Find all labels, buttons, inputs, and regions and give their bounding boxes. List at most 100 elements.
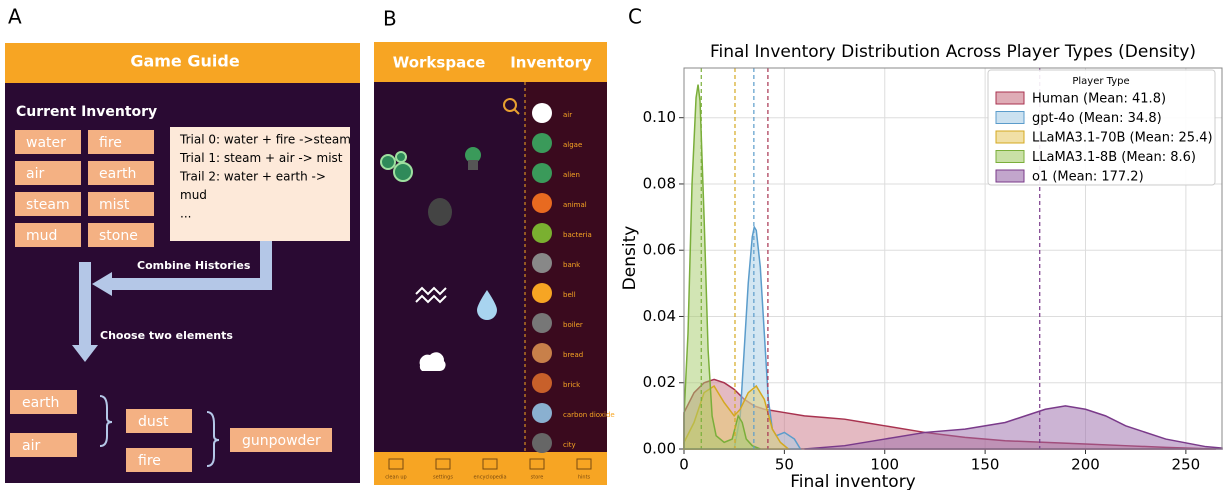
legend-title: Player Type (1072, 76, 1129, 87)
item-label: city (563, 441, 576, 449)
panel-label: C (628, 5, 642, 29)
legend-swatch (995, 150, 1025, 163)
item-icon[interactable] (532, 433, 552, 453)
y-axis-label: Density (620, 226, 640, 291)
item-icon[interactable] (532, 193, 552, 213)
legend (987, 69, 1216, 186)
y-tick-label: 0.08 (643, 174, 676, 192)
legend-label: gpt-4o (Mean: 34.8) (1032, 111, 1162, 126)
item-icon[interactable] (532, 403, 552, 423)
element-icon (468, 160, 478, 170)
legend-swatch (995, 91, 1025, 105)
guide-title: Game Guide (130, 52, 239, 71)
item-label: carbon dioxide (563, 411, 615, 419)
arrow-head (72, 345, 98, 362)
element-icon[interactable] (428, 198, 452, 226)
inventory-label: fire (99, 135, 122, 151)
inventory-item[interactable] (88, 192, 154, 216)
inventory-label: stone (99, 228, 138, 244)
element-icon[interactable] (477, 290, 497, 320)
item-icon[interactable] (532, 253, 552, 273)
search-icon (513, 108, 520, 115)
plot-frame (683, 67, 1223, 450)
element-icon[interactable] (380, 154, 396, 170)
element-icon[interactable] (465, 147, 481, 163)
element-icon[interactable] (419, 352, 446, 371)
legend-label: LLaMA3.1-8B (Mean: 8.6) (1032, 150, 1196, 165)
arrow-label: Combine Histories (137, 259, 251, 272)
x-tick-label: 100 (870, 456, 899, 474)
element-icon (395, 151, 407, 163)
toolbar-icon[interactable] (435, 458, 451, 470)
item-icon[interactable] (532, 133, 552, 153)
inventory-item[interactable] (15, 223, 81, 247)
arrow-label: Choose two elements (100, 329, 233, 342)
element-box (10, 390, 77, 414)
legend-label: Human (Mean: 41.8) (1032, 92, 1166, 107)
item-label: algae (563, 141, 582, 149)
item-label: animal (563, 201, 587, 209)
legend-swatch (995, 130, 1025, 144)
item-icon[interactable] (532, 163, 552, 183)
y-tick-label: 0.00 (643, 440, 676, 458)
inventory-label: earth (99, 166, 136, 182)
element-box (126, 448, 192, 472)
item-label: air (563, 111, 572, 119)
element-icon[interactable] (415, 286, 447, 304)
history-box (170, 127, 350, 241)
item-label: bacteria (563, 231, 592, 239)
history-line: Trail 2: water + earth -> (179, 170, 326, 184)
element-box (10, 433, 77, 457)
inventory-item[interactable] (15, 192, 81, 216)
toolbar-label: encyclopedia (473, 475, 506, 481)
item-label: boiler (563, 321, 583, 329)
inventory-item[interactable] (15, 161, 81, 185)
toolbar-icon[interactable] (388, 458, 404, 470)
x-tick-label: 200 (1071, 456, 1100, 474)
legend-label: LLaMA3.1-70B (Mean: 25.4) (1032, 131, 1213, 146)
toolbar-icon[interactable] (576, 458, 592, 470)
item-icon[interactable] (532, 373, 552, 393)
x-axis-label: Final inventory (790, 472, 916, 490)
item-icon[interactable] (532, 223, 552, 243)
element-icon (393, 162, 413, 182)
inventory-item[interactable] (88, 130, 154, 154)
tab: Workspace (393, 54, 486, 72)
inventory-heading: Current Inventory (16, 104, 157, 120)
y-tick-label: 0.10 (643, 108, 676, 126)
legend-swatch (995, 111, 1025, 124)
item-label: bell (563, 291, 576, 299)
element-label: earth (22, 395, 59, 411)
inventory-label: mist (99, 197, 130, 213)
element-box (126, 409, 192, 433)
search-icon[interactable] (503, 98, 517, 112)
brace (206, 411, 220, 467)
inventory-label: air (26, 166, 44, 182)
y-tick-label: 0.06 (643, 241, 676, 259)
item-label: brick (563, 381, 581, 389)
arrow (110, 240, 272, 290)
inventory-label: steam (26, 197, 70, 213)
inventory-item[interactable] (88, 161, 154, 185)
inventory-item[interactable] (88, 223, 154, 247)
item-icon[interactable] (532, 103, 552, 123)
item-icon[interactable] (532, 313, 552, 333)
panel-label: B (383, 7, 397, 31)
toolbar-icon[interactable] (529, 458, 545, 470)
tab: Inventory (510, 54, 592, 72)
element-label: gunpowder (242, 433, 321, 449)
item-label: bread (563, 351, 583, 359)
toolbar-icon[interactable] (482, 458, 498, 470)
x-tick-label: 50 (775, 456, 794, 474)
element-label: dust (138, 414, 169, 430)
panel-a-header (5, 43, 360, 83)
legend-swatch (995, 169, 1025, 183)
y-tick-label: 0.02 (643, 373, 676, 391)
item-icon[interactable] (532, 283, 552, 303)
item-icon[interactable] (532, 343, 552, 363)
inventory-item[interactable] (15, 130, 81, 154)
density-area (804, 405, 1223, 450)
item-label: alien (563, 171, 580, 179)
